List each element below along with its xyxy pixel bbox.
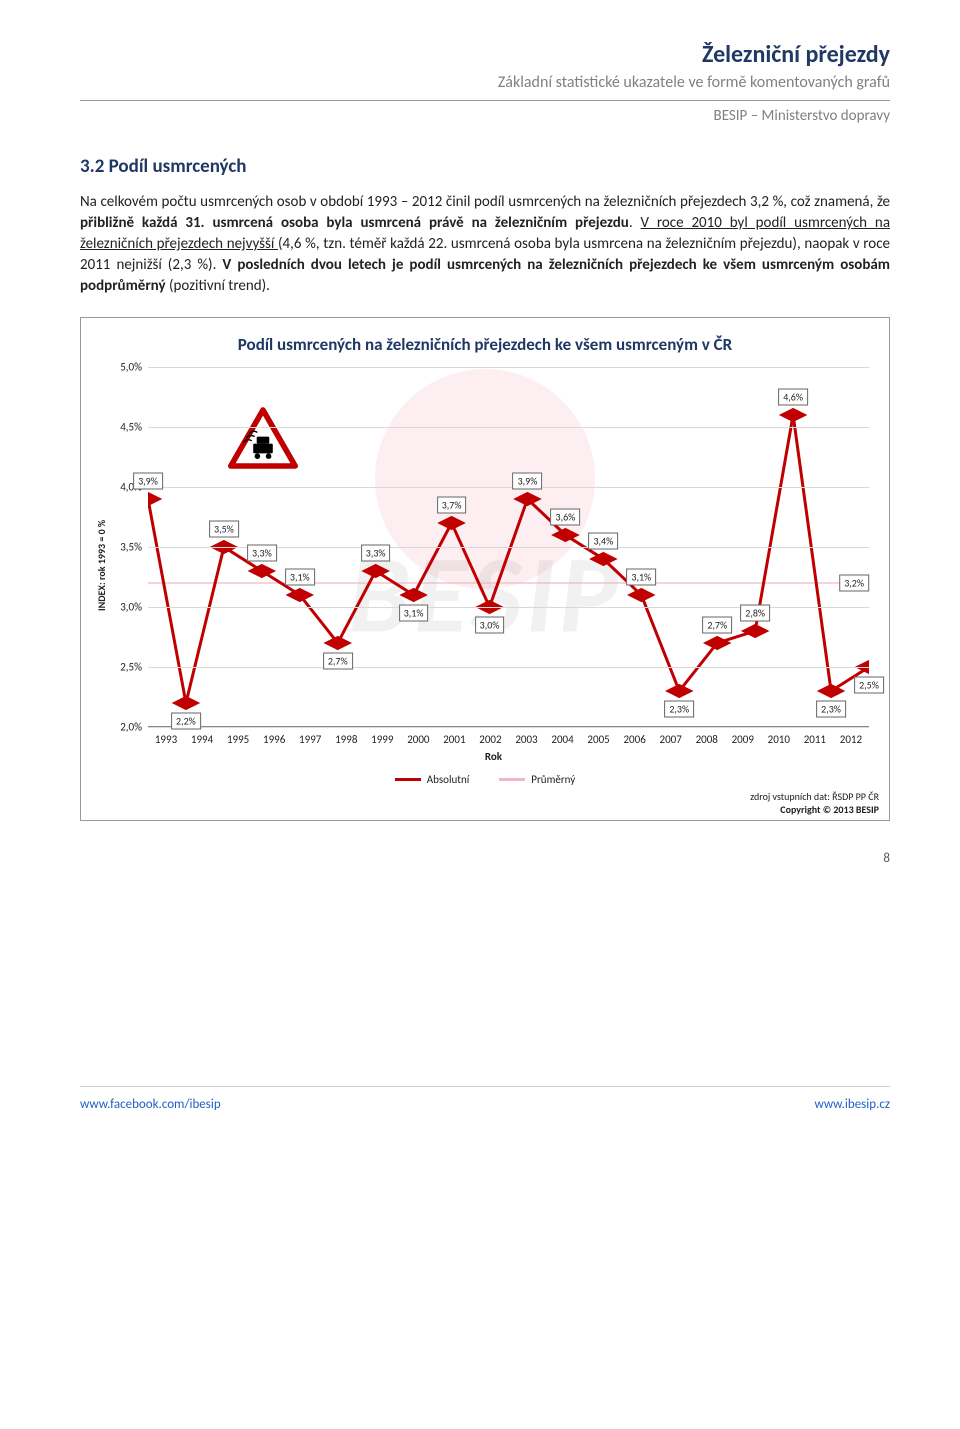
chart-container: BESIP Podíl usmrcených na železničních p…: [80, 317, 890, 821]
data-label: 3,1%: [626, 569, 656, 586]
ytick: 5,0%: [120, 361, 142, 374]
section-heading: 3.2 Podíl usmrcených: [80, 155, 890, 178]
data-label: 2,7%: [702, 617, 732, 634]
data-label: 3,9%: [133, 473, 163, 490]
xtick: 2011: [797, 733, 833, 746]
page-number: 8: [80, 851, 890, 866]
chart-plot-area: 2,0%2,5%3,0%3,5%4,0%4,5%5,0%: [148, 367, 869, 727]
data-label: 2,8%: [740, 605, 770, 622]
legend-item-abs: Absolutní: [395, 773, 470, 786]
chart-title: Podíl usmrcených na železničních přejezd…: [91, 334, 879, 355]
data-label: 3,5%: [209, 521, 239, 538]
xtick: 2009: [725, 733, 761, 746]
chart-source: zdroj vstupních dat: ŘSDP PP ČR: [91, 790, 879, 803]
body-text-1: Na celkovém počtu usmrcených osob v obdo…: [80, 193, 890, 211]
data-label: 2,5%: [854, 677, 884, 694]
chart-yaxis: 2,0%2,5%3,0%3,5%4,0%4,5%5,0%: [108, 367, 148, 727]
data-label: 3,3%: [361, 545, 391, 562]
avg-end-label: 3,2%: [839, 575, 869, 592]
xtick: 2007: [653, 733, 689, 746]
page-footer: www.facebook.com/ibesip www.ibesip.cz: [80, 1086, 890, 1112]
body-text-2: .: [629, 214, 641, 232]
ytick: 3,0%: [120, 601, 142, 614]
ytick: 4,5%: [120, 421, 142, 434]
legend-item-avg: Průměrný: [499, 773, 575, 786]
ytick: 3,5%: [120, 541, 142, 554]
data-label: 3,6%: [551, 509, 581, 526]
xtick: 1993: [148, 733, 184, 746]
chart-xlabel: Rok: [108, 750, 879, 763]
xtick: 2002: [472, 733, 508, 746]
header-divider: [80, 100, 890, 101]
header-subtitle: Základní statistické ukazatele ve formě …: [80, 73, 890, 92]
header-title: Železniční přejezdy: [80, 40, 890, 69]
data-label: 3,1%: [285, 569, 315, 586]
data-label: 2,3%: [816, 701, 846, 718]
chart-copyright: Copyright © 2013 BESIP: [91, 803, 879, 816]
xtick: 2012: [833, 733, 869, 746]
legend-label-avg: Průměrný: [531, 773, 575, 786]
chart-ylabel: INDEX: rok 1993 = 0 %: [91, 367, 108, 763]
gridline: [148, 427, 869, 428]
data-label: 3,1%: [399, 605, 429, 622]
footer-left-link[interactable]: www.facebook.com/ibesip: [80, 1097, 221, 1112]
gridline: [148, 727, 869, 728]
data-label: 2,2%: [171, 713, 201, 730]
ytick: 2,0%: [120, 721, 142, 734]
data-label: 2,7%: [323, 653, 353, 670]
xtick: 1997: [292, 733, 328, 746]
xtick: 2003: [508, 733, 544, 746]
xtick: 2010: [761, 733, 797, 746]
xtick: 2006: [617, 733, 653, 746]
legend-swatch-avg: [499, 778, 525, 781]
xtick: 2000: [400, 733, 436, 746]
chart-legend: Absolutní Průměrný: [91, 773, 879, 786]
header-source: BESIP – Ministerstvo dopravy: [80, 107, 890, 125]
xtick: 2005: [581, 733, 617, 746]
data-label: 3,9%: [513, 473, 543, 490]
data-label: 3,4%: [588, 532, 618, 549]
xtick: 2001: [436, 733, 472, 746]
body-paragraph: Na celkovém počtu usmrcených osob v obdo…: [80, 192, 890, 297]
xtick: 2004: [545, 733, 581, 746]
data-label: 3,3%: [247, 545, 277, 562]
page-header: Železniční přejezdy Základní statistické…: [80, 40, 890, 125]
legend-swatch-abs: [395, 778, 421, 781]
xtick: 1999: [364, 733, 400, 746]
xtick: 1998: [328, 733, 364, 746]
body-text-4: (pozitivní trend).: [166, 277, 270, 295]
data-label: 2,3%: [664, 701, 694, 718]
chart-footer: zdroj vstupních dat: ŘSDP PP ČR Copyrigh…: [91, 790, 879, 816]
chart-xaxis: 1993199419951996199719981999200020012002…: [148, 733, 869, 746]
gridline: [148, 667, 869, 668]
footer-right-link[interactable]: www.ibesip.cz: [814, 1097, 890, 1112]
gridline: [148, 487, 869, 488]
xtick: 1994: [184, 733, 220, 746]
data-label: 3,0%: [475, 617, 505, 634]
gridline: [148, 367, 869, 368]
data-label: 4,6%: [778, 388, 808, 405]
xtick: 1995: [220, 733, 256, 746]
xtick: 2008: [689, 733, 725, 746]
data-label: 3,7%: [437, 496, 467, 513]
body-text-bold-1: přibližně každá 31. usmrcená osoba byla …: [80, 214, 629, 232]
xtick: 1996: [256, 733, 292, 746]
legend-label-abs: Absolutní: [427, 773, 470, 786]
ytick: 2,5%: [120, 661, 142, 674]
